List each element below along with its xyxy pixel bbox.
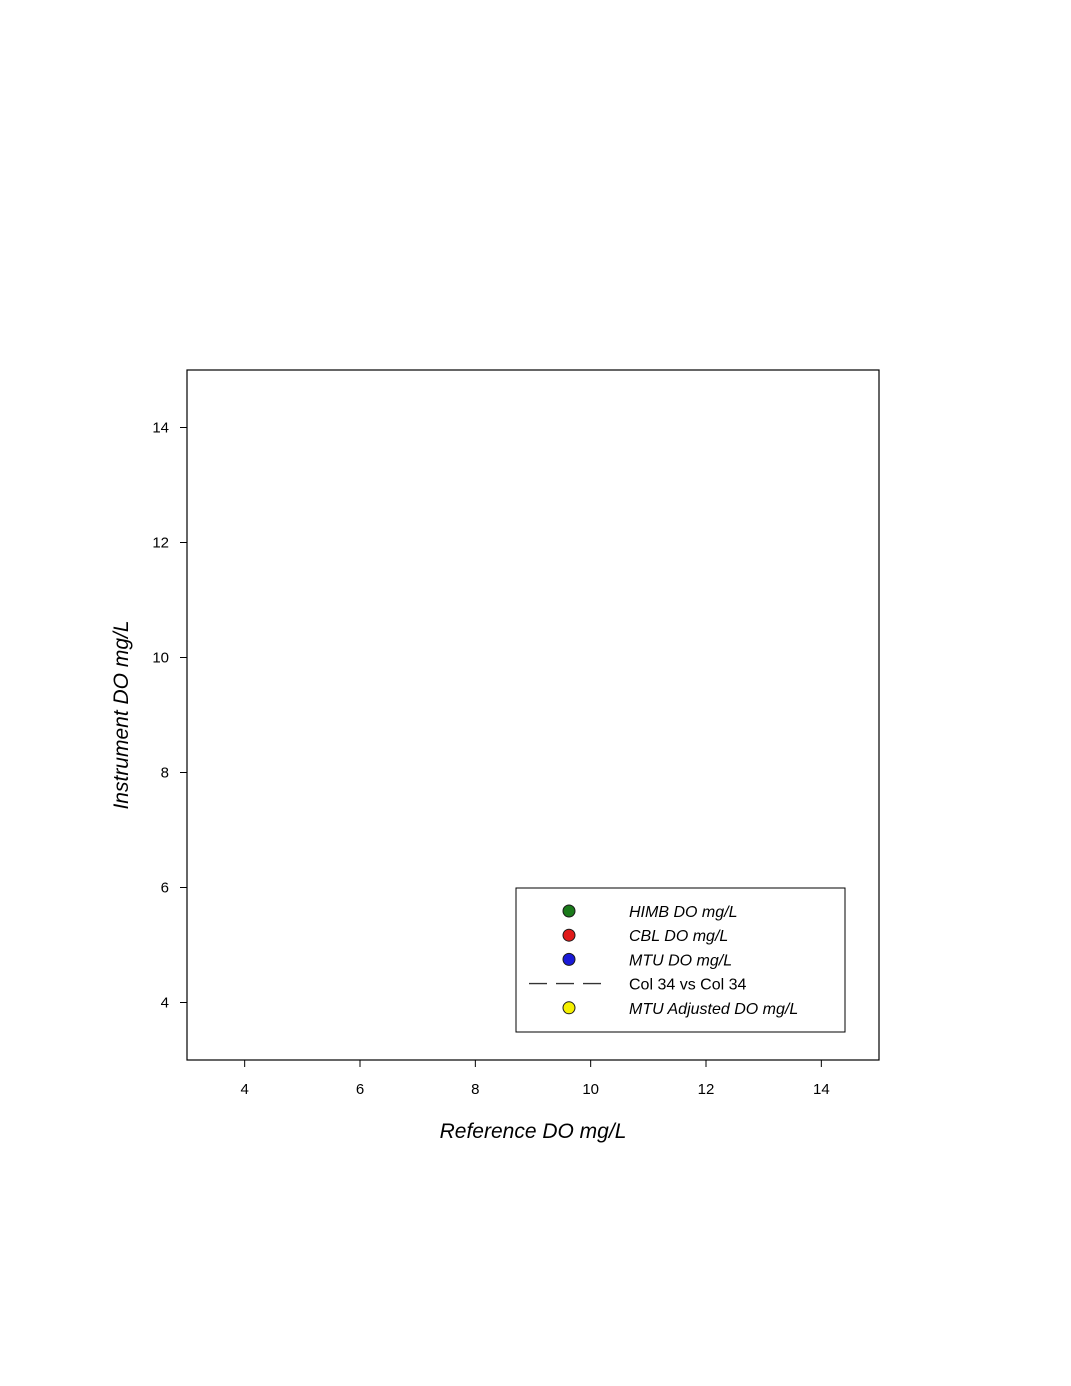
y-tick-label: 4 [161, 995, 169, 1012]
x-tick-label: 10 [582, 1081, 599, 1098]
x-tick-label: 14 [813, 1081, 830, 1098]
legend-label: Col 34 vs Col 34 [629, 977, 746, 994]
y-tick-label: 10 [152, 650, 169, 667]
legend-marker [562, 928, 576, 942]
legend-label: HIMB DO mg/L [629, 904, 737, 921]
x-tick-label: 4 [240, 1081, 248, 1098]
legend-marker [562, 952, 576, 966]
x-tick-label: 8 [471, 1081, 479, 1098]
legend-label: MTU Adjusted DO mg/L [629, 1001, 798, 1018]
legend-label: MTU DO mg/L [629, 952, 732, 969]
legend: HIMB DO mg/L CBL DO mg/L MTU DO mg/L Col 34… [515, 887, 846, 1033]
y-tick-label: 12 [152, 535, 169, 552]
y-axis-label: Instrument DO mg/L [110, 620, 133, 809]
x-axis-label: Reference DO mg/L [440, 1120, 627, 1143]
x-tick-label: 6 [356, 1081, 364, 1098]
legend-label: CBL DO mg/L [629, 928, 728, 945]
x-tick-label: 12 [698, 1081, 715, 1098]
y-tick-label: 6 [161, 880, 169, 897]
legend-marker [562, 1001, 576, 1015]
y-tick-label: 14 [152, 420, 169, 437]
y-tick-label: 8 [161, 765, 169, 782]
legend-marker [562, 904, 576, 918]
